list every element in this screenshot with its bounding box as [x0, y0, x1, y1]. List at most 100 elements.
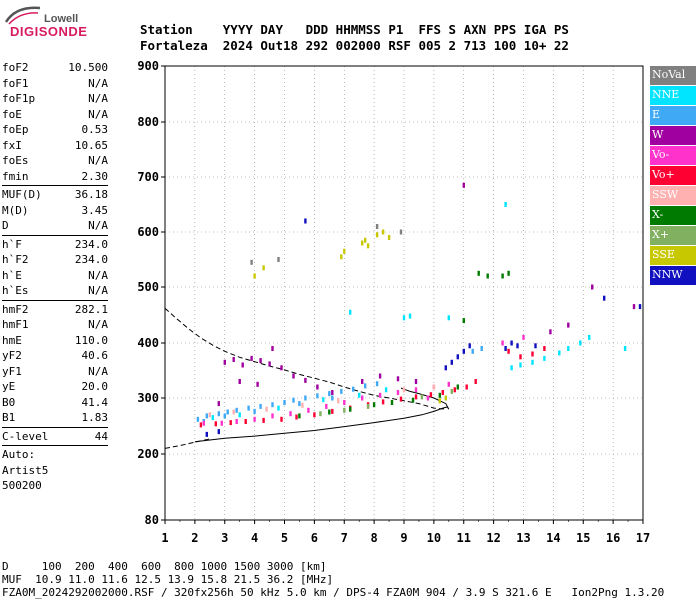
echo-mark-sse [444, 395, 447, 401]
echo-mark-w [232, 357, 235, 362]
echo-mark-w [591, 284, 594, 290]
echo-mark-vo [447, 381, 450, 387]
logo-lowell-text: Lowell [44, 13, 79, 25]
footer-muf-row: MUF 10.9 11.0 11.6 12.5 13.9 15.8 21.5 3… [2, 573, 334, 586]
echo-mark-vo [202, 420, 205, 426]
echo-mark-x [420, 394, 424, 400]
param-value: N/A [88, 92, 108, 105]
echo-mark-w [316, 384, 319, 390]
echo-mark-nne [567, 346, 570, 351]
echo-mark-vo [522, 334, 525, 340]
param-row: fmin 2.30 [2, 169, 108, 185]
echo-mark-nnw [304, 218, 307, 224]
param-value: 44 [94, 429, 108, 443]
echo-mark-e [223, 413, 226, 419]
echo-mark-e [196, 416, 200, 422]
echo-mark-e [259, 403, 262, 409]
echo-mark-vo [271, 413, 274, 419]
legend-item: X+ [650, 226, 696, 245]
echo-mark-w [238, 379, 241, 384]
echo-mark-w [280, 365, 283, 371]
echo-mark-ssw [402, 387, 406, 393]
echo-mark-e [292, 397, 295, 403]
param-value: N/A [88, 107, 108, 121]
echo-mark-nne [543, 355, 546, 361]
echo-mark-noval [250, 259, 253, 265]
echo-mark-w [271, 346, 274, 351]
y-tick-label: 200 [137, 447, 159, 461]
echo-mark-e [375, 381, 379, 387]
x-tick-label: 11 [457, 531, 471, 545]
footer-distance-row: D 100 200 400 600 800 1000 1500 3000 [km… [2, 560, 327, 573]
echo-mark-vo [465, 384, 468, 390]
chart-grid [165, 66, 643, 520]
echo-mark-sse [387, 235, 391, 240]
param-value: N/A [88, 154, 108, 167]
echo-mark-e [304, 395, 307, 401]
solid-profile-curve [194, 387, 450, 443]
x-tick-label: 7 [341, 531, 348, 545]
echo-mark-nnw [534, 343, 537, 349]
legend-item: SSW [650, 186, 696, 205]
echo-mark-nnw [462, 348, 465, 354]
header-labels: Station YYYY DAY DDD HHMMSS P1 FFS S AXN… [140, 22, 569, 37]
echo-mark-ssw [208, 412, 211, 418]
echo-mark-sse [340, 254, 343, 260]
param-name: foEs [2, 154, 29, 167]
echo-mark-x [328, 409, 331, 415]
echo-mark-w [361, 379, 364, 384]
param-value: 40.6 [81, 349, 109, 362]
legend-item: NNW [650, 266, 696, 285]
param-name: foEp [2, 123, 29, 136]
echo-mark-ssw [301, 402, 304, 408]
echo-mark-e [247, 405, 250, 411]
divider [2, 185, 108, 186]
echo-mark-nne [402, 315, 406, 321]
echo-mark-nnw [217, 429, 220, 435]
param-row: foEs N/A [2, 153, 108, 169]
y-tick-label: 600 [137, 225, 159, 239]
x-tick-label: 9 [400, 531, 407, 545]
x-tick-label: 16 [606, 531, 620, 545]
param-name: hmF2 [2, 302, 29, 316]
x-tick-label: 14 [546, 531, 560, 545]
divider [2, 234, 108, 236]
echo-mark-w [217, 401, 220, 407]
echo-mark-vo [253, 416, 256, 422]
echo-mark-vo [531, 351, 534, 357]
param-name: fmin [2, 169, 29, 183]
echo-mark-nne [277, 405, 280, 411]
legend-item: X- [650, 206, 696, 225]
param-row: foEp 0.53 [2, 122, 108, 138]
echo-mark-vo [235, 419, 238, 424]
echo-mark-e [480, 346, 483, 351]
echo-mark-vo [519, 354, 522, 360]
param-value: N/A [88, 318, 108, 331]
echo-mark-w [268, 361, 271, 367]
param-row: h`E N/A [2, 268, 108, 284]
param-name: foF1 [2, 76, 29, 90]
echo-mark-vo [244, 419, 247, 424]
param-row: foF1p N/A [2, 91, 108, 107]
divider [2, 445, 108, 446]
station-header: Station YYYY DAY DDD HHMMSS P1 FFS S AXN… [140, 22, 569, 54]
echo-mark-vo [199, 422, 203, 428]
param-name: hmE [2, 333, 22, 347]
param-name: yE [2, 380, 16, 393]
echo-mark-sse [366, 243, 370, 249]
echo-mark-vo [361, 395, 364, 401]
x-tick-label: 13 [516, 531, 530, 545]
echo-mark-e [316, 393, 319, 399]
param-row: hmE 110.0 [2, 333, 108, 349]
ionogram-chart: 1 2 3 4 5 6 7 8 9 10 11 12 13 14 15 16 17802003004005006… [137, 59, 650, 545]
param-name: foF1p [2, 92, 36, 105]
param-name: M(D) [2, 203, 29, 217]
echo-mark-nne [519, 362, 522, 368]
echo-mark-nne [510, 365, 513, 371]
echo-mark-x [390, 400, 394, 405]
param-row: D N/A [2, 218, 108, 234]
param-row: yE 20.0 [2, 379, 108, 395]
echo-mark-x [349, 406, 352, 412]
echo-mark-vo [343, 400, 346, 405]
x-tick-label: 17 [636, 531, 650, 545]
